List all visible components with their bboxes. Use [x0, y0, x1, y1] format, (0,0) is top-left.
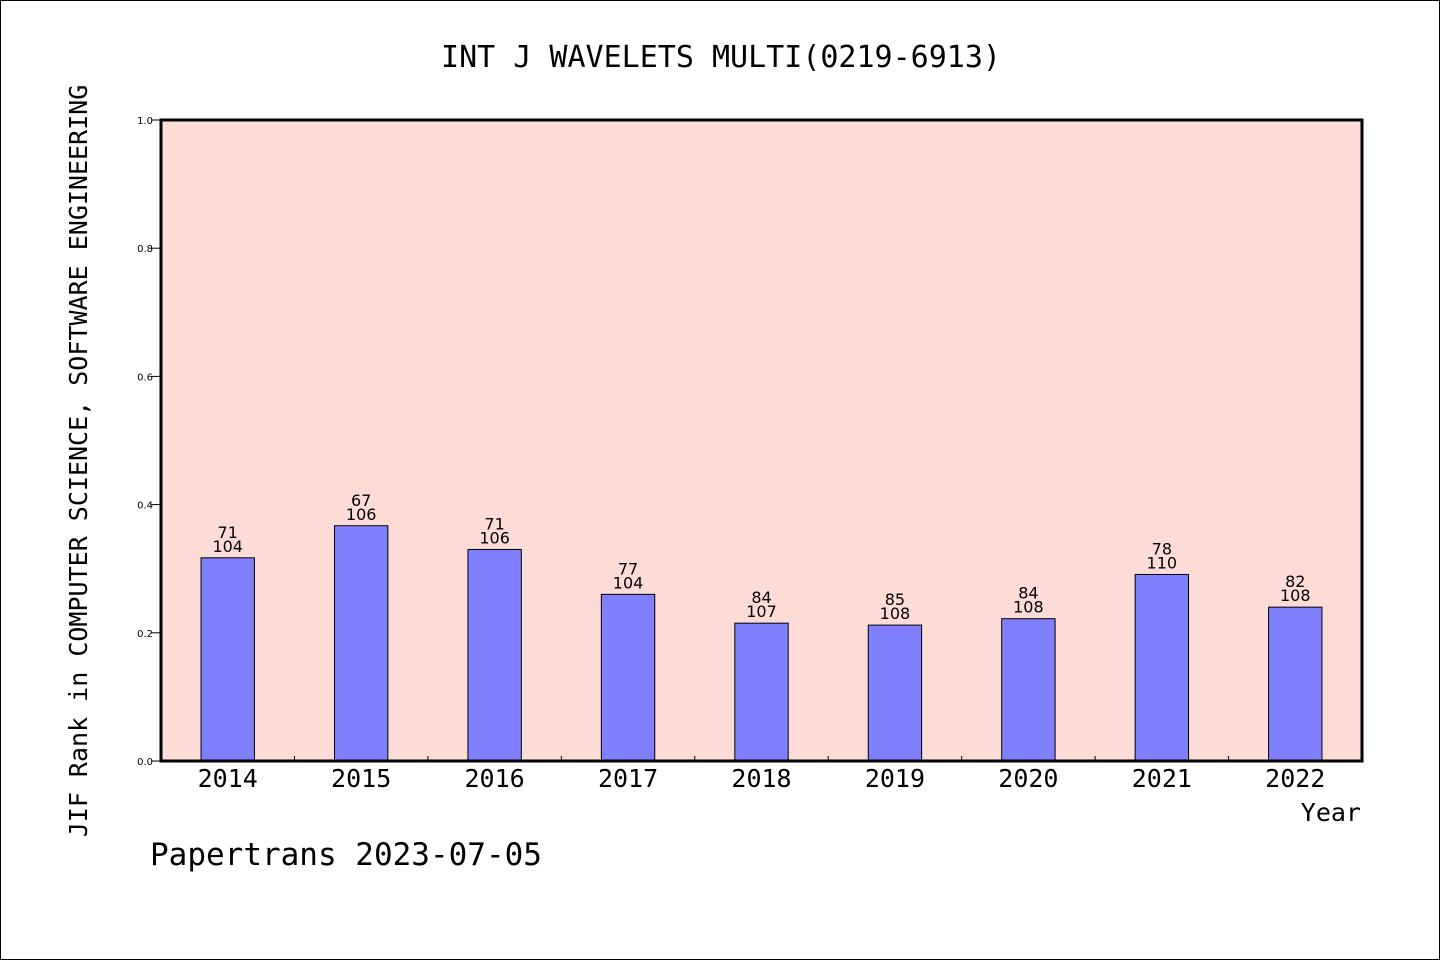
bar-total-label-2020: 108 — [1013, 598, 1044, 617]
x-tick-label-2022: 2022 — [1265, 764, 1325, 793]
bar-total-label-2014: 104 — [212, 537, 243, 556]
bar-total-label-2016: 106 — [479, 528, 510, 547]
x-tick-label-2020: 2020 — [998, 764, 1058, 793]
bar-total-label-2022: 108 — [1280, 586, 1311, 605]
bar-total-label-2021: 110 — [1147, 553, 1178, 572]
bar-total-label-2017: 104 — [613, 573, 644, 592]
bar-rank-label-2017: 77 — [618, 559, 638, 578]
y-tick-label-0.0: 0.0 — [137, 757, 153, 768]
bar-rank-label-2014: 71 — [218, 523, 238, 542]
bar-rank-label-2019: 85 — [885, 590, 905, 609]
footer-credit: Papertrans 2023-07-05 — [150, 837, 542, 873]
y-tick-label-0.2: 0.2 — [137, 629, 153, 640]
axis-ticks-group: 2014 2015 2016 2017 2018 2019 2020 2021 2022 0.0 0… — [137, 116, 1325, 793]
x-axis-label: Year — [1301, 798, 1361, 827]
bars-group: 7110467106711067710484107851088410878110… — [200, 491, 1323, 762]
bar-2014 — [200, 557, 255, 762]
chart-title: INT J WAVELETS MULTI(0219-6913) — [441, 40, 1001, 75]
bar-total-label-2015: 106 — [346, 505, 377, 524]
bar-total-label-2018: 107 — [746, 602, 777, 621]
bar-2020 — [1001, 618, 1056, 762]
bar-2022 — [1268, 606, 1323, 762]
bar-2015 — [333, 525, 389, 762]
x-tick-label-2016: 2016 — [465, 764, 525, 793]
bar-total-label-2019: 108 — [880, 604, 911, 623]
plot-border — [159, 118, 1364, 763]
bar-2021 — [1134, 573, 1190, 762]
bar-rank-label-2015: 67 — [351, 491, 371, 510]
bar-rank-label-2020: 84 — [1018, 584, 1038, 603]
y-axis-label: JIF Rank in COMPUTER SCIENCE, SOFTWARE E… — [64, 85, 93, 838]
x-tick-label-2017: 2017 — [598, 764, 658, 793]
bar-rank-label-2021: 78 — [1152, 539, 1172, 558]
x-tick-label-2015: 2015 — [331, 764, 391, 793]
x-tick-label-2014: 2014 — [198, 764, 258, 793]
bar-rank-label-2016: 71 — [484, 514, 504, 533]
x-tick-label-2021: 2021 — [1132, 764, 1192, 793]
y-tick-label-1.0: 1.0 — [137, 116, 153, 127]
bar-rank-label-2018: 84 — [751, 588, 771, 607]
bar-rank-label-2022: 82 — [1285, 572, 1305, 591]
x-tick-label-2018: 2018 — [731, 764, 791, 793]
bar-2016 — [467, 548, 522, 762]
bar-2017 — [600, 593, 656, 762]
bar-2018 — [734, 622, 789, 762]
x-tick-label-2019: 2019 — [865, 764, 925, 793]
y-tick-label-0.4: 0.4 — [137, 501, 153, 512]
bar-2019 — [867, 624, 923, 762]
y-tick-label-0.6: 0.6 — [137, 372, 153, 383]
y-tick-label-0.8: 0.8 — [137, 244, 153, 255]
